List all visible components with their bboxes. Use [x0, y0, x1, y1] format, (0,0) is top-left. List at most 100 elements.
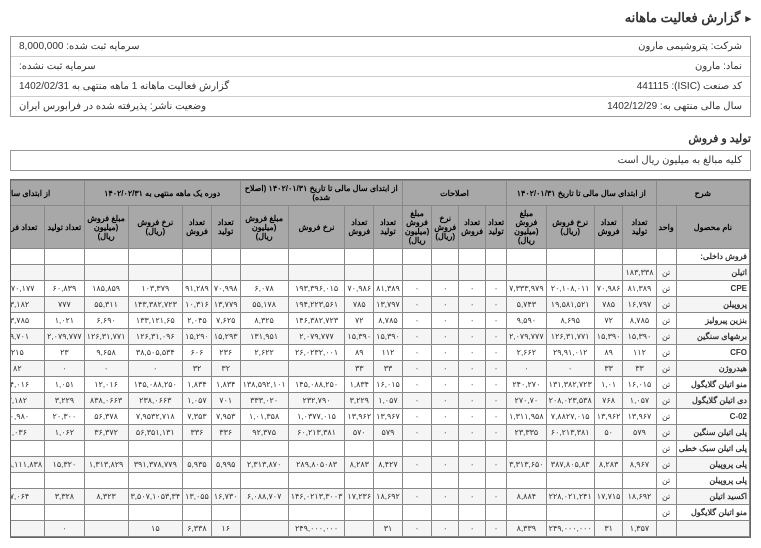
cell: ۰ — [402, 361, 431, 377]
sub-header: نرخ فروش (ریال) — [432, 206, 459, 249]
row-unit: تن — [656, 377, 676, 393]
cell: ۸,۷۸۵ — [623, 313, 656, 329]
meta-label: سال مالی منتهی به: — [660, 101, 742, 112]
cell: ۵۵,۱۷۸ — [240, 297, 288, 313]
cell: ۱,۸۳۴ — [211, 377, 240, 393]
cell — [623, 473, 656, 489]
cell: ۷۰۱ — [211, 393, 240, 409]
cell: ۱۲۶,۳۱,۰۹۶ — [128, 329, 183, 345]
meta-row: شرکت: پتروشیمی مارون سرمایه ثبت شده: 8,0… — [11, 37, 750, 57]
cell: ۲,۰۷۹,۷۷۷ — [507, 329, 547, 345]
row-name: منو اتیلن گلایگول — [676, 377, 749, 393]
cell: ۵۷۹ — [374, 425, 403, 441]
cell: ۸,۳۳۹ — [507, 521, 547, 537]
cell — [288, 505, 345, 521]
cell — [345, 441, 374, 457]
sub-header: تعداد فروش — [345, 206, 374, 249]
cell — [459, 473, 486, 489]
cell: ۱۸۵,۸۵۹ — [84, 281, 128, 297]
meta-row: نماد: مارون سرمایه ثبت نشده: — [11, 57, 750, 77]
cell: ۱۶ — [211, 521, 240, 537]
title-text: گزارش فعالیت ماهانه — [625, 10, 741, 26]
cell: ۲۳ — [45, 345, 85, 361]
cell: ۰ — [402, 457, 431, 473]
gh: از ابتدای سال مالی تا تاریخ ۱۴۰۲/۰۲/۳۱ — [10, 181, 84, 206]
cell — [183, 249, 212, 265]
cell: ۳۱ — [374, 521, 403, 537]
gh: از ابتدای سال مالی تا تاریخ ۱۴۰۲/۰۱/۳۱ — [507, 181, 656, 206]
cell: ۱,۰۱,۳۵۸ — [240, 409, 288, 425]
meta-val: 441115 — [637, 81, 669, 92]
cell: ۳۲ — [183, 361, 212, 377]
cell: ۱۳۳,۱۲۱,۶۵ — [128, 313, 183, 329]
gh: اصلاحات — [402, 181, 506, 206]
cell: ۱۳,۹۶۲ — [594, 409, 623, 425]
cell: ۰ — [432, 313, 459, 329]
cell: ۷۷۷ — [45, 297, 85, 313]
cell: ۱۸,۶۹۲ — [623, 489, 656, 505]
meta-cell: سال مالی منتهی به: 1402/12/29 — [381, 97, 751, 116]
table-row: منو اتیلن گلایگولتن — [10, 505, 750, 521]
sub-header-row: نام محصولواحدتعداد تولیدتعداد فروشنرخ فر… — [10, 206, 750, 249]
row-unit: تن — [656, 329, 676, 345]
cell: ۱۵,۲۹۳ — [211, 329, 240, 345]
cell — [84, 265, 128, 281]
table-row: پروپیلنتن۱۶,۷۹۷۷۸۵۱۹,۵۸۱,۵۲۱۵,۷۴۳۰۰۰۰۱۳,… — [10, 297, 750, 313]
cell: ۱۷,۲۳۶ — [345, 489, 374, 505]
cell: ۱۶,۰۱۵ — [374, 377, 403, 393]
sub-header: مبلغ فروش (میلیون ریال) — [240, 206, 288, 249]
cell: ۷۶۸ — [594, 393, 623, 409]
cell: ۰ — [402, 329, 431, 345]
cell: ۰ — [402, 345, 431, 361]
cell — [128, 441, 183, 457]
table-row: پلی پروپیلنتن — [10, 473, 750, 489]
cell: ۸,۹۶۷ — [623, 457, 656, 473]
table-row: برشهای سنگینتن۱۵,۳۹۰۱۵,۳۹۰۱۲۶,۳۱,۷۷۱۲,۰۷… — [10, 329, 750, 345]
sub-header: مبلغ فروش (میلیون ریال) — [84, 206, 128, 249]
cell: ۲۰,۱۰۸,۰۱۱ — [546, 281, 594, 297]
cell: ۰ — [402, 297, 431, 313]
meta-label: نماد: — [723, 61, 742, 72]
cell: ۷,۳۳۳,۹۷۹ — [507, 281, 547, 297]
cell: ۸۲ — [10, 361, 45, 377]
row-unit — [656, 521, 676, 537]
cell — [84, 521, 128, 537]
cell — [345, 521, 374, 537]
cell: ۲۸۹,۸۰۵۰۸۳ — [288, 457, 345, 473]
cell — [486, 265, 507, 281]
cell — [345, 249, 374, 265]
sub-header: تعداد تولید — [486, 206, 507, 249]
cell: ۱۴۵,۰۸۸,۲۵۰ — [128, 377, 183, 393]
cell — [183, 505, 212, 521]
cell — [594, 441, 623, 457]
group-header-row: شرح از ابتدای سال مالی تا تاریخ ۱۴۰۲/۰۱/… — [10, 181, 750, 206]
cell — [459, 265, 486, 281]
cell: ۳۳ — [594, 361, 623, 377]
meta-row: کد صنعت (ISIC): 441115 گزارش فعالیت ماها… — [11, 77, 750, 97]
cell — [402, 473, 431, 489]
cell — [623, 441, 656, 457]
sub-header: تعداد تولید — [45, 206, 85, 249]
cell — [345, 473, 374, 489]
cell: ۲۹,۹۱,۰۱۲ — [546, 345, 594, 361]
cell: ۲۰,۹۸۰ — [10, 409, 45, 425]
cell: ۱۰۳,۳۷۹ — [128, 281, 183, 297]
row-name: پلی پروپیلن — [676, 473, 749, 489]
cell: ۶۰,۸۳۹ — [45, 281, 85, 297]
cell: ۱۰,۳۱۶ — [183, 297, 212, 313]
cell: ۷۸۵ — [345, 297, 374, 313]
cell: ۷۲ — [345, 313, 374, 329]
table-wrap: شرح از ابتدای سال مالی تا تاریخ ۱۴۰۲/۰۱/… — [10, 179, 751, 538]
cell: ۱,۰۵۷ — [183, 393, 212, 409]
cell: ۱۵ — [128, 521, 183, 537]
sub-header: نام محصول — [676, 206, 749, 249]
row-name: بنزین پیرولیز — [676, 313, 749, 329]
meta-val: پتروشیمی مارون — [638, 41, 708, 52]
cell — [84, 249, 128, 265]
cell: ۱۴۵,۰۸۸,۲۵۰ — [288, 377, 345, 393]
table-row: منو اتیلن گلایگولتن۱۶,۰۱۵۱,۰۱۱۳۱,۳۸۲,۷۲۳… — [10, 377, 750, 393]
cell: ۰ — [402, 313, 431, 329]
cell: ۵,۹۳۵ — [183, 457, 212, 473]
cell: ۶۰,۲۱۳,۳۸۱ — [546, 425, 594, 441]
row-unit: تن — [656, 473, 676, 489]
